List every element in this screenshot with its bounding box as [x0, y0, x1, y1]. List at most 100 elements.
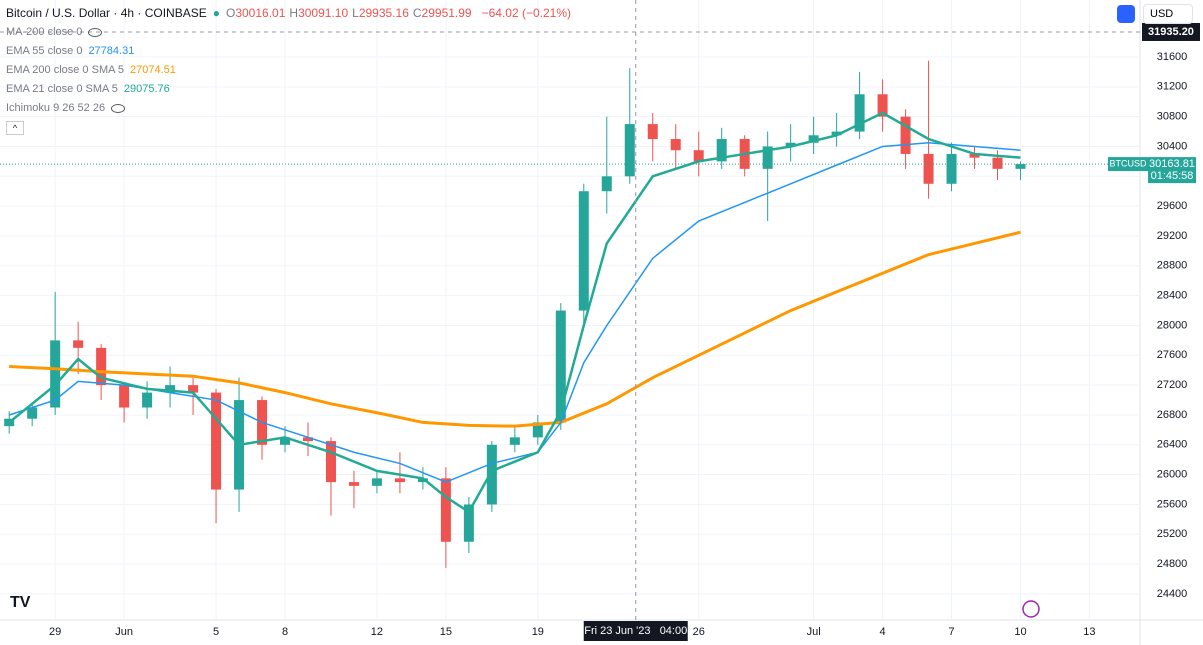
indicator-label: EMA 21 close 0 SMA 5 — [6, 83, 118, 95]
candle-body — [211, 392, 222, 490]
y-tick-label: 28000 — [1157, 319, 1188, 331]
indicator-label: EMA 55 close 0 — [6, 45, 83, 57]
x-tick-label: 29 — [49, 626, 61, 638]
indicators: MA-200 close 0 EMA 55 close 0 27784.31 EMA … — [6, 23, 571, 118]
y-tick-label: 27200 — [1157, 379, 1188, 391]
x-tick-label: 7 — [948, 626, 954, 638]
ohlc-key: H — [289, 6, 299, 20]
indicator-line — [8, 111, 1021, 514]
candle-body — [831, 131, 842, 136]
ohlc-value: 29951.99 — [421, 6, 472, 20]
candle-body — [624, 124, 635, 177]
x-tick-label: 19 — [532, 626, 544, 638]
candle-body — [578, 191, 589, 311]
y-tick-label: 26800 — [1157, 409, 1188, 421]
candle-body — [417, 478, 428, 483]
y-tick-label: 30400 — [1157, 140, 1188, 152]
toolbar: USD — [1117, 4, 1193, 24]
indicator-label: MA-200 close 0 — [6, 26, 83, 38]
candle-body — [486, 444, 497, 505]
candle-body — [119, 385, 130, 408]
x-tick-label: 4 — [880, 626, 886, 638]
logo: TV — [10, 594, 31, 611]
y-tick-label: 24400 — [1157, 588, 1188, 600]
candle-body — [302, 437, 313, 442]
last-price-label: 30163.81 — [1149, 158, 1195, 170]
candle-body — [992, 157, 1003, 169]
candle-body — [188, 385, 199, 393]
y-tick-label: 26000 — [1157, 469, 1188, 481]
x-tick-label: 10 — [1014, 626, 1026, 638]
y-tick-label: 30800 — [1157, 111, 1188, 123]
indicator-value: 27784.31 — [88, 45, 135, 57]
indicator-label: Ichimoku 9 26 52 26 — [6, 102, 106, 114]
ohlc-value: 29935.16 — [358, 6, 409, 20]
change: −64.02 (−0.21%) — [481, 6, 572, 20]
ohlc-key: L — [352, 6, 359, 20]
candle-body — [693, 150, 704, 162]
candle-body — [555, 310, 566, 423]
y-tick-label: 25600 — [1157, 498, 1188, 510]
symbol-tag — [1108, 157, 1148, 172]
candle-body — [142, 392, 153, 408]
candle-body — [762, 146, 773, 169]
candle-body — [670, 139, 681, 151]
candle-body — [1015, 164, 1026, 169]
y-tick-label: 24800 — [1157, 558, 1188, 570]
candle-body — [946, 153, 957, 184]
lightning-icon — [1022, 600, 1040, 618]
candle-body — [348, 482, 359, 486]
crosshair-x-tag — [583, 621, 688, 641]
candle-body — [280, 437, 290, 445]
x-tick-label: 5 — [213, 626, 219, 638]
x-tick-label: Jun — [115, 626, 133, 638]
indicator-row: EMA 200 close 0 SMA 5 27074.51 — [6, 61, 571, 80]
candle-body — [73, 340, 84, 348]
candle-body — [716, 139, 727, 162]
indicator-row: MA-200 close 0 — [6, 23, 571, 42]
indicator-row: Ichimoku 9 26 52 26 — [6, 99, 571, 118]
indicator-line — [9, 230, 1021, 428]
indicator-row: EMA 21 close 0 SMA 5 29075.76 — [6, 80, 571, 99]
candle-body — [440, 478, 451, 542]
candle-body — [165, 385, 176, 393]
candle-body — [50, 340, 61, 408]
y-tick-label: 29200 — [1157, 230, 1188, 242]
crosshair-y-label: 31935.20 — [1148, 26, 1194, 38]
candle-body — [808, 135, 819, 143]
compare-button[interactable] — [1117, 5, 1135, 23]
candle-body — [601, 176, 612, 192]
crosshair-x-label: Fri 23 Jun '23 04:00 — [584, 625, 687, 637]
ohlc-value: 30016.01 — [235, 6, 286, 20]
indicator-value: 27074.51 — [130, 64, 176, 76]
currency-button[interactable]: USD — [1143, 4, 1193, 24]
y-tick-label: 28400 — [1157, 290, 1188, 302]
collapse-button[interactable]: ^ — [6, 121, 24, 135]
y-tick-label: 27600 — [1157, 349, 1188, 361]
candle-body — [463, 504, 474, 542]
x-tick-label: 8 — [282, 626, 288, 638]
x-tick-label: 26 — [693, 626, 705, 638]
symbol-label: BTCUSD — [1109, 158, 1147, 168]
candle-body — [877, 94, 888, 117]
y-tick-label: 29600 — [1157, 200, 1188, 212]
ohlc: O30016.01 H30091.10 L29935.16 C29951.99 — [226, 4, 476, 23]
ohlc-key: C — [412, 6, 422, 20]
candle-body — [900, 116, 911, 154]
price-tag — [1148, 157, 1196, 184]
indicator-label: EMA 200 close 0 SMA 5 — [6, 64, 125, 76]
y-tick-label: 31200 — [1157, 81, 1188, 93]
x-tick-label: 12 — [371, 626, 383, 638]
indicator-value: 29075.76 — [123, 83, 170, 95]
ohlc-key: O — [225, 6, 236, 20]
y-tick-label: 26400 — [1157, 439, 1188, 451]
x-tick-label: 13 — [1083, 626, 1095, 638]
candle-body — [854, 94, 865, 132]
candle-body — [325, 441, 336, 483]
candle-body — [647, 124, 658, 140]
candle-body — [532, 422, 543, 438]
eye-icon — [88, 28, 103, 37]
symbol-title: Bitcoin / U.S. Dollar · 4h · COINBASE — [6, 6, 207, 20]
